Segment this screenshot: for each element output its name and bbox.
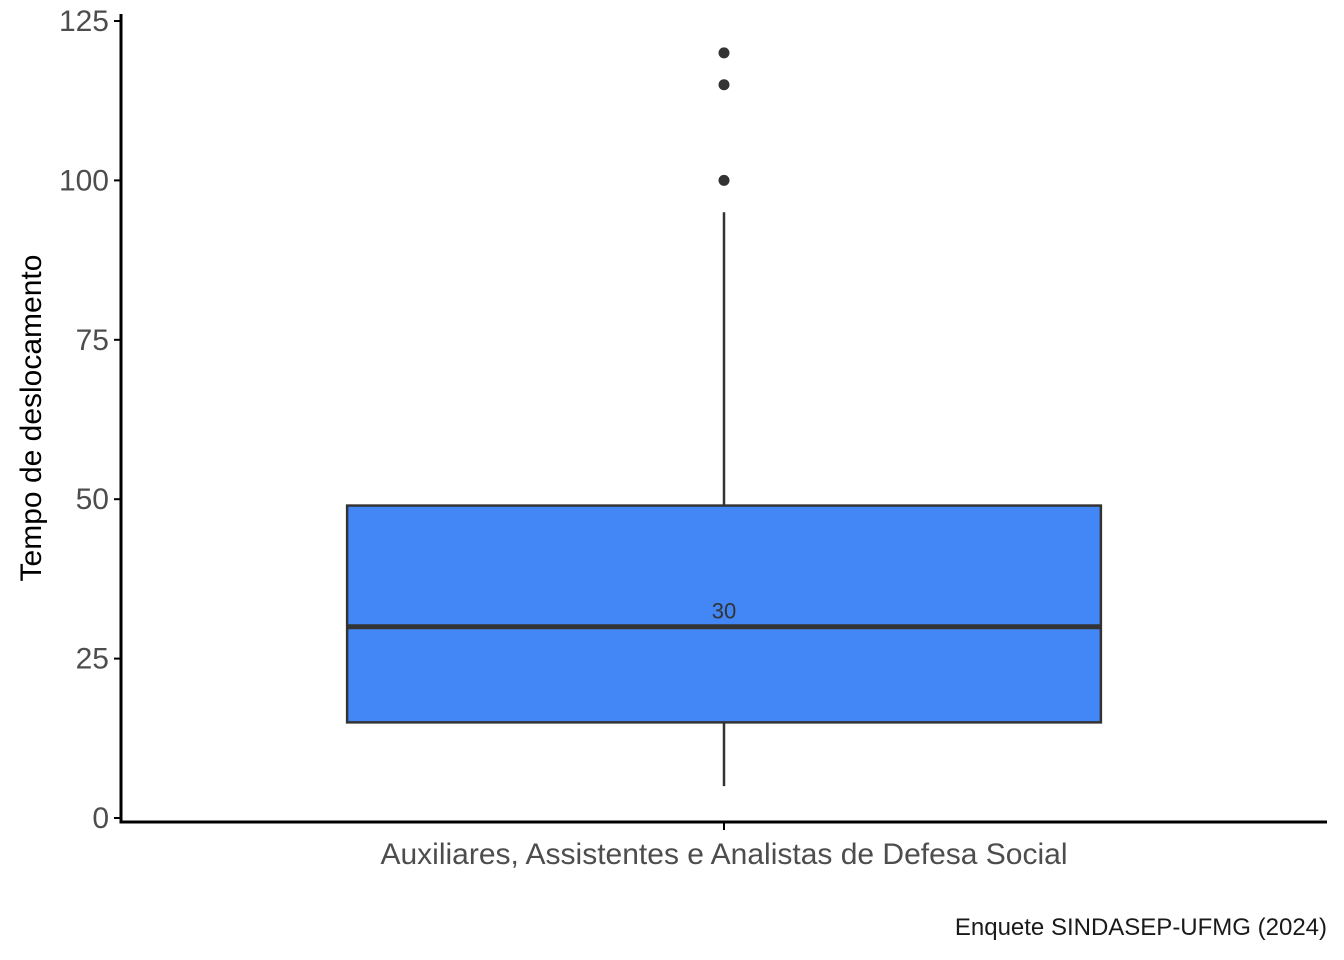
iqr-box xyxy=(345,504,1103,724)
y-axis-title: Tempo de deslocamento xyxy=(15,255,48,582)
median-label: 30 xyxy=(712,599,736,624)
x-axis: Auxiliares, Assistentes e Analistas de D… xyxy=(119,820,1327,871)
y-axis: 0 25 50 75 100 125 xyxy=(59,5,123,835)
outlier-point xyxy=(718,174,730,186)
y-tick-label: 75 xyxy=(76,324,109,357)
outlier-point xyxy=(718,47,730,59)
y-tick-label: 125 xyxy=(59,5,109,38)
y-tick-label: 100 xyxy=(59,164,109,197)
boxes-layer: 30 xyxy=(345,47,1103,787)
y-tick-label: 0 xyxy=(92,802,109,835)
y-tick-label: 50 xyxy=(76,483,109,516)
source-caption: Enquete SINDASEP-UFMG (2024) xyxy=(954,914,1327,941)
x-tick-label: Auxiliares, Assistentes e Analistas de D… xyxy=(380,838,1067,871)
y-tick-label: 25 xyxy=(76,643,109,676)
outlier-point xyxy=(718,79,730,91)
